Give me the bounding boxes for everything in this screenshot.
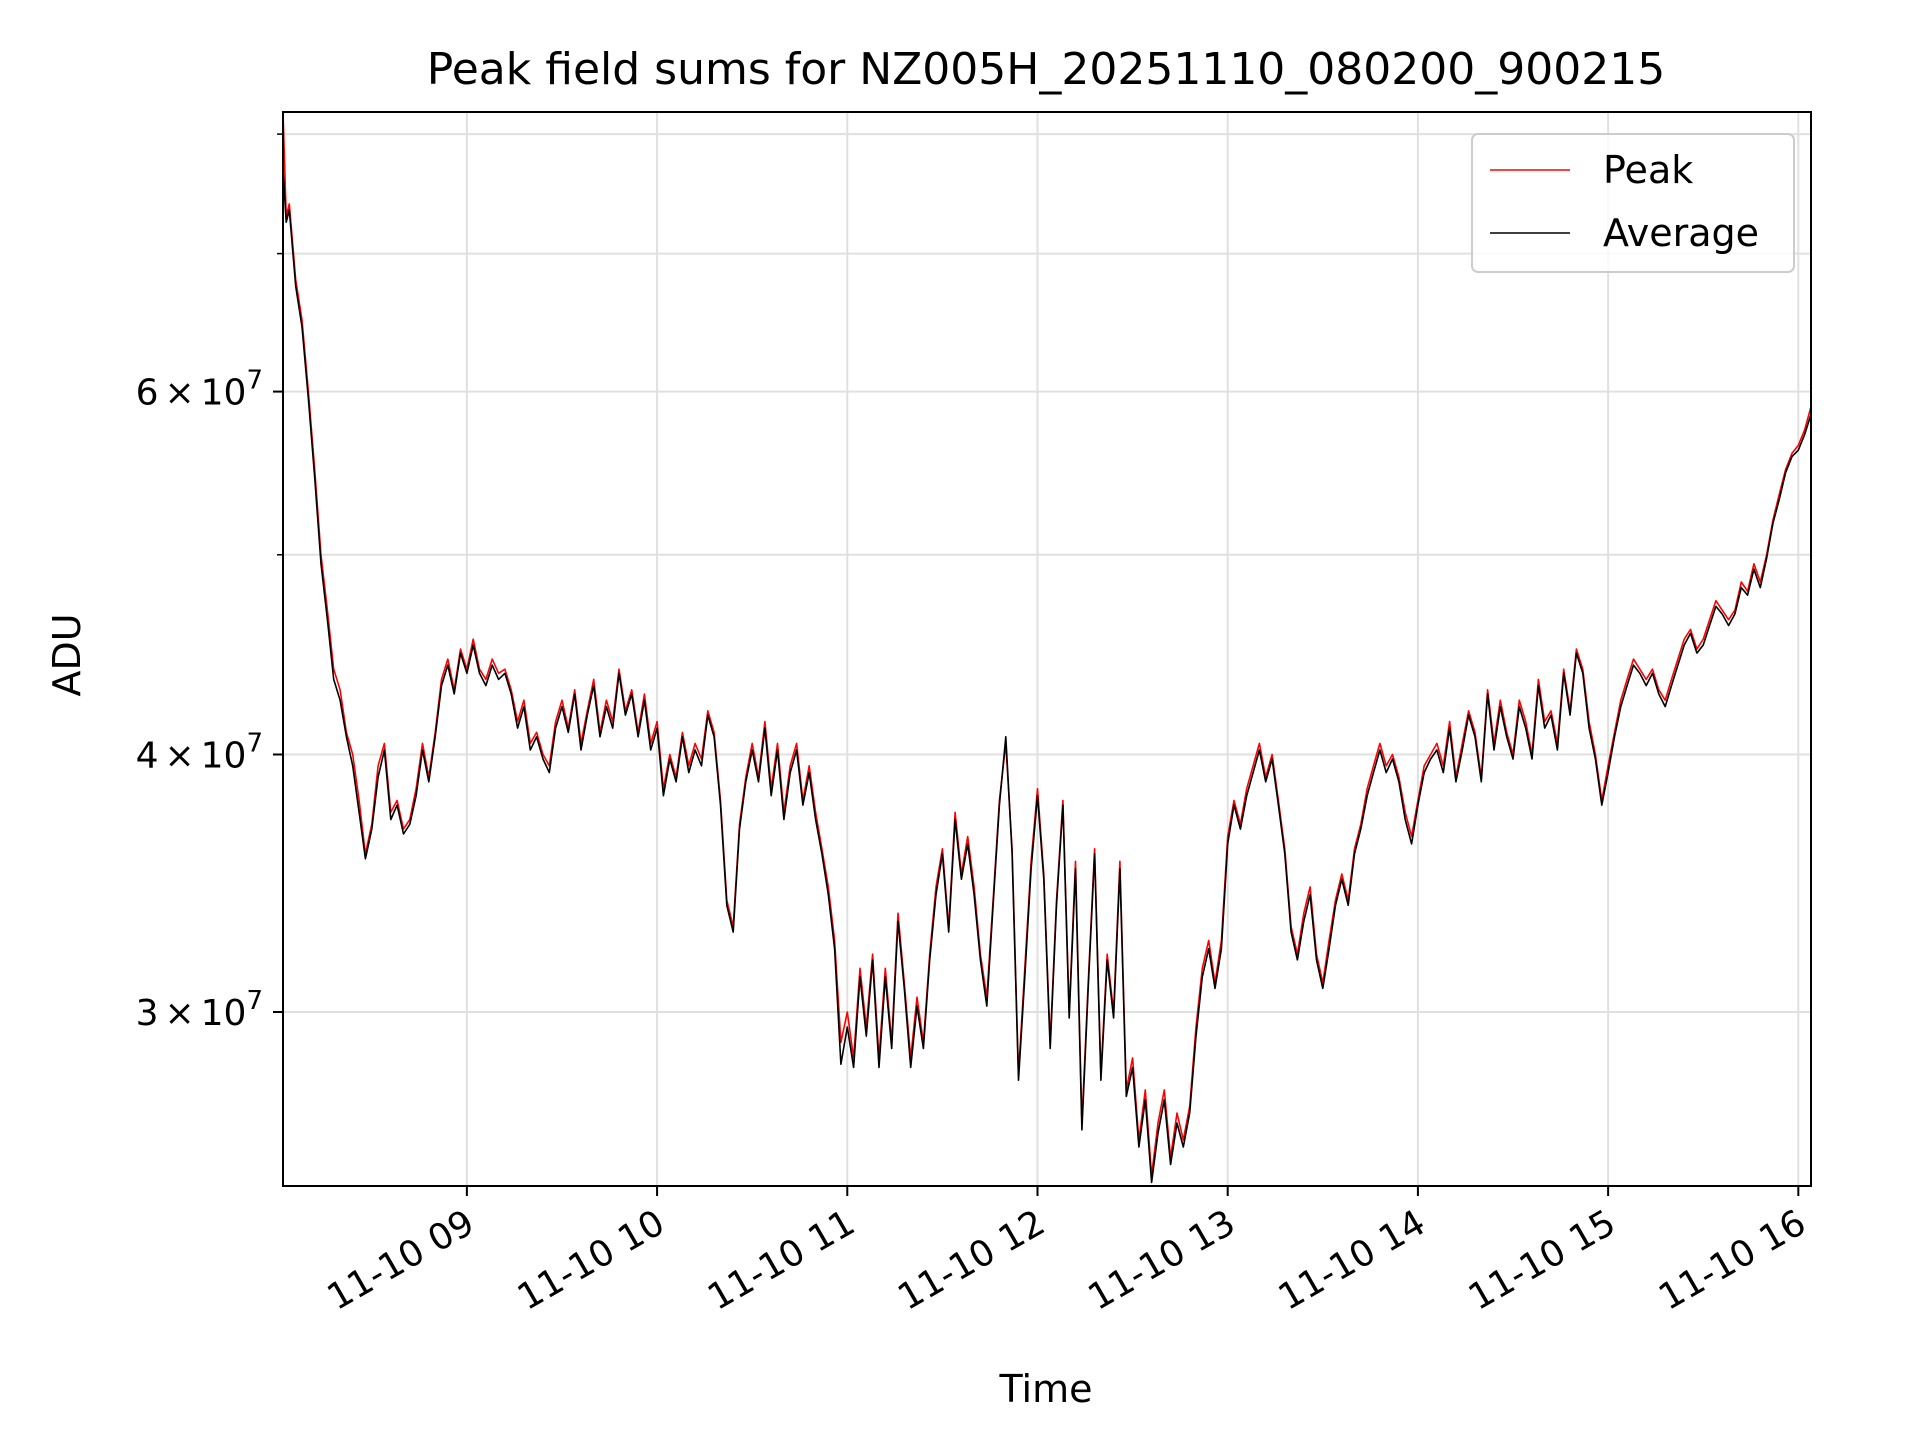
- y-tick-base: 10: [201, 993, 247, 1034]
- series-line-average: [283, 168, 1811, 1184]
- grid: [283, 112, 1811, 1186]
- y-axis-label: ADU: [45, 613, 89, 696]
- chart-title: Peak field sums for NZ005H_20251110_0802…: [427, 44, 1665, 95]
- y-tick-label: 4 × 107: [136, 729, 263, 777]
- legend: Peak Average: [1471, 133, 1795, 273]
- y-tick-times: ×: [164, 736, 194, 777]
- y-tick-mantissa: 3: [136, 993, 159, 1034]
- y-tick-mantissa: 4: [136, 736, 159, 777]
- plot-frame: [282, 111, 1812, 1187]
- y-tick-label: 6 × 107: [136, 366, 263, 414]
- y-tick-exponent: 7: [246, 729, 263, 759]
- legend-box: [1471, 133, 1795, 273]
- y-tick-base: 10: [201, 373, 247, 414]
- y-tick-exponent: 7: [246, 986, 263, 1016]
- x-axis-label: Time: [999, 1367, 1093, 1411]
- y-tick-mantissa: 6: [136, 373, 159, 414]
- y-tick-label: 3 × 107: [136, 986, 263, 1034]
- series-layer: [283, 112, 1811, 1184]
- legend-peak-label: Peak: [1603, 148, 1693, 192]
- y-tick-exponent: 7: [246, 366, 263, 396]
- legend-average-label: Average: [1603, 211, 1759, 255]
- y-tick-times: ×: [164, 373, 194, 414]
- y-tick-base: 10: [201, 736, 247, 777]
- y-tick-times: ×: [164, 993, 194, 1034]
